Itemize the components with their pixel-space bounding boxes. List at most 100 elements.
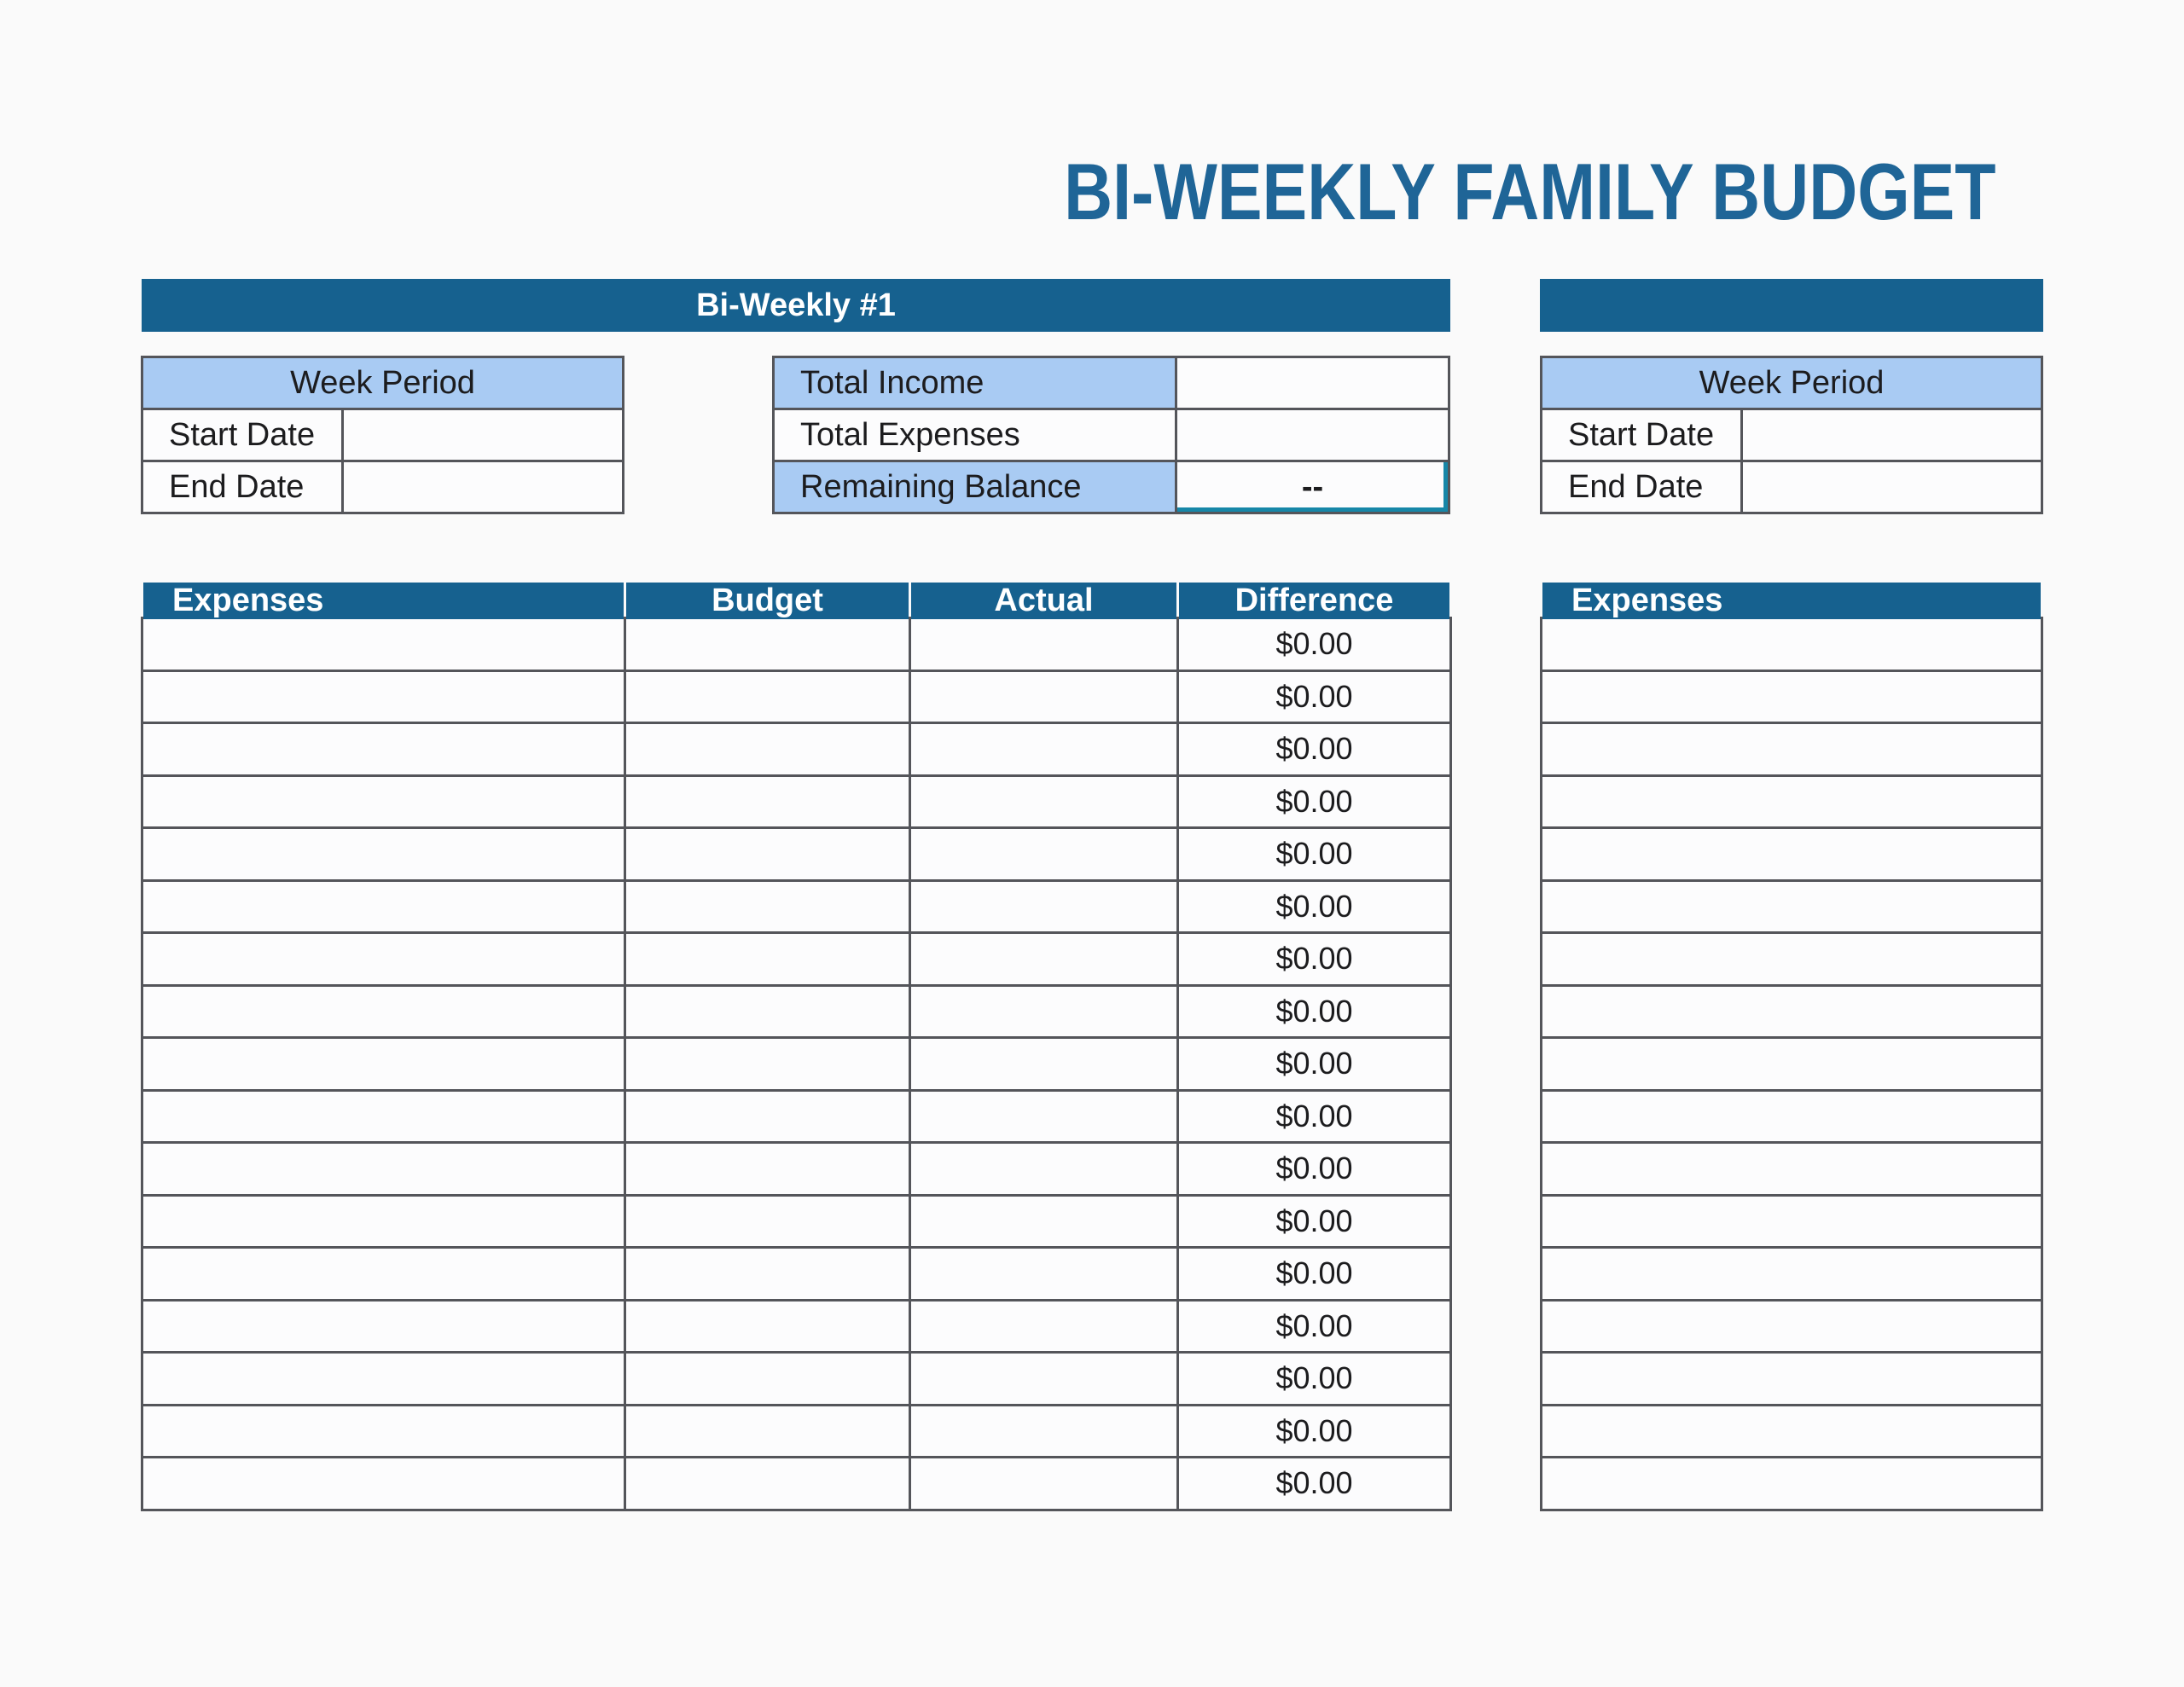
expense-name-cell[interactable] xyxy=(143,1249,624,1299)
total-income-label: Total Income xyxy=(775,358,1175,408)
expense-name-cell[interactable] xyxy=(1542,1301,2041,1351)
expense-name-cell[interactable] xyxy=(1542,619,2041,670)
expense-name-cell[interactable] xyxy=(143,934,624,984)
difference-cell[interactable]: $0.00 xyxy=(1179,829,1449,879)
expense-name-cell[interactable] xyxy=(143,1301,624,1351)
difference-cell[interactable]: $0.00 xyxy=(1179,1406,1449,1456)
expenses-table-2: Expenses xyxy=(1540,583,2043,1511)
page-title: BI-WEEKLY FAMILY BUDGET xyxy=(1064,147,1996,236)
expense-name-cell[interactable] xyxy=(143,671,624,722)
end-date-value-2[interactable] xyxy=(1743,462,2041,512)
total-income-value[interactable] xyxy=(1177,358,1448,408)
expense-name-cell[interactable] xyxy=(1542,986,2041,1036)
budget-cell[interactable] xyxy=(626,1196,909,1246)
expenses-column-header-2: Expenses xyxy=(1542,583,2041,619)
expense-name-cell[interactable] xyxy=(143,776,624,826)
expense-name-cell[interactable] xyxy=(1542,1091,2041,1141)
budget-cell[interactable] xyxy=(626,1039,909,1089)
expense-name-cell[interactable] xyxy=(143,1458,624,1509)
expense-name-cell[interactable] xyxy=(143,986,624,1036)
expense-name-cell[interactable] xyxy=(1542,1354,2041,1404)
difference-cell[interactable]: $0.00 xyxy=(1179,724,1449,774)
difference-cell[interactable]: $0.00 xyxy=(1179,1196,1449,1246)
expense-name-cell[interactable] xyxy=(143,1196,624,1246)
budget-cell[interactable] xyxy=(626,934,909,984)
expense-name-cell[interactable] xyxy=(143,619,624,670)
expense-name-cell[interactable] xyxy=(1542,1039,2041,1089)
actual-cell[interactable] xyxy=(911,1406,1176,1456)
expense-name-cell[interactable] xyxy=(143,1039,624,1089)
actual-cell[interactable] xyxy=(911,881,1176,931)
difference-cell[interactable]: $0.00 xyxy=(1179,1144,1449,1194)
expense-name-cell[interactable] xyxy=(143,881,624,931)
start-date-value-2[interactable] xyxy=(1743,410,2041,460)
expense-name-cell[interactable] xyxy=(143,1354,624,1404)
expense-name-cell[interactable] xyxy=(1542,724,2041,774)
expense-name-cell[interactable] xyxy=(1542,1458,2041,1509)
budget-cell[interactable] xyxy=(626,1458,909,1509)
difference-cell[interactable]: $0.00 xyxy=(1179,1301,1449,1351)
difference-cell[interactable]: $0.00 xyxy=(1179,1091,1449,1141)
end-date-value-1[interactable] xyxy=(344,462,622,512)
difference-cell[interactable]: $0.00 xyxy=(1179,1249,1449,1299)
actual-cell[interactable] xyxy=(911,829,1176,879)
actual-column-header: Actual xyxy=(911,583,1176,619)
difference-cell[interactable]: $0.00 xyxy=(1179,881,1449,931)
expense-name-cell[interactable] xyxy=(1542,1249,2041,1299)
remaining-balance-value[interactable]: -- xyxy=(1177,462,1448,512)
actual-cell[interactable] xyxy=(911,1196,1176,1246)
difference-cell[interactable]: $0.00 xyxy=(1179,671,1449,722)
budget-cell[interactable] xyxy=(626,1301,909,1351)
expense-name-cell[interactable] xyxy=(143,1144,624,1194)
expense-name-cell[interactable] xyxy=(1542,829,2041,879)
budget-cell[interactable] xyxy=(626,1249,909,1299)
difference-cell[interactable]: $0.00 xyxy=(1179,776,1449,826)
budget-cell[interactable] xyxy=(626,776,909,826)
budget-cell[interactable] xyxy=(626,1144,909,1194)
actual-cell[interactable] xyxy=(911,1354,1176,1404)
budget-cell[interactable] xyxy=(626,1354,909,1404)
actual-cell[interactable] xyxy=(911,1458,1176,1509)
difference-cell[interactable]: $0.00 xyxy=(1179,934,1449,984)
budget-cell[interactable] xyxy=(626,619,909,670)
difference-cell[interactable]: $0.00 xyxy=(1179,1039,1449,1089)
end-date-label-2: End Date xyxy=(1542,462,1740,512)
actual-cell[interactable] xyxy=(911,776,1176,826)
difference-cell[interactable]: $0.00 xyxy=(1179,1354,1449,1404)
expense-name-cell[interactable] xyxy=(1542,776,2041,826)
budget-cell[interactable] xyxy=(626,1406,909,1456)
actual-cell[interactable] xyxy=(911,724,1176,774)
actual-cell[interactable] xyxy=(911,1091,1176,1141)
difference-cell[interactable]: $0.00 xyxy=(1179,986,1449,1036)
budget-cell[interactable] xyxy=(626,986,909,1036)
budget-cell[interactable] xyxy=(626,829,909,879)
actual-cell[interactable] xyxy=(911,671,1176,722)
expense-name-cell[interactable] xyxy=(1542,1144,2041,1194)
difference-cell[interactable]: $0.00 xyxy=(1179,1458,1449,1509)
actual-cell[interactable] xyxy=(911,986,1176,1036)
budget-cell[interactable] xyxy=(626,1091,909,1141)
actual-cell[interactable] xyxy=(911,1039,1176,1089)
actual-cell[interactable] xyxy=(911,1144,1176,1194)
budget-cell[interactable] xyxy=(626,671,909,722)
actual-cell[interactable] xyxy=(911,619,1176,670)
budget-cell[interactable] xyxy=(626,881,909,931)
expense-name-cell[interactable] xyxy=(143,829,624,879)
expense-name-cell[interactable] xyxy=(143,1091,624,1141)
difference-cell[interactable]: $0.00 xyxy=(1179,619,1449,670)
expense-name-cell[interactable] xyxy=(143,1406,624,1456)
expense-name-cell[interactable] xyxy=(1542,1196,2041,1246)
actual-cell[interactable] xyxy=(911,1301,1176,1351)
budget-cell[interactable] xyxy=(626,724,909,774)
expense-name-cell[interactable] xyxy=(143,724,624,774)
expense-name-cell[interactable] xyxy=(1542,1406,2041,1456)
expense-name-cell[interactable] xyxy=(1542,671,2041,722)
expense-name-cell[interactable] xyxy=(1542,881,2041,931)
expense-name-cell[interactable] xyxy=(1542,934,2041,984)
difference-column-header: Difference xyxy=(1179,583,1449,619)
actual-cell[interactable] xyxy=(911,1249,1176,1299)
week-period-table-1: Week Period Start Date End Date xyxy=(141,356,624,514)
start-date-value-1[interactable] xyxy=(344,410,622,460)
actual-cell[interactable] xyxy=(911,934,1176,984)
total-expenses-value[interactable] xyxy=(1177,410,1448,460)
